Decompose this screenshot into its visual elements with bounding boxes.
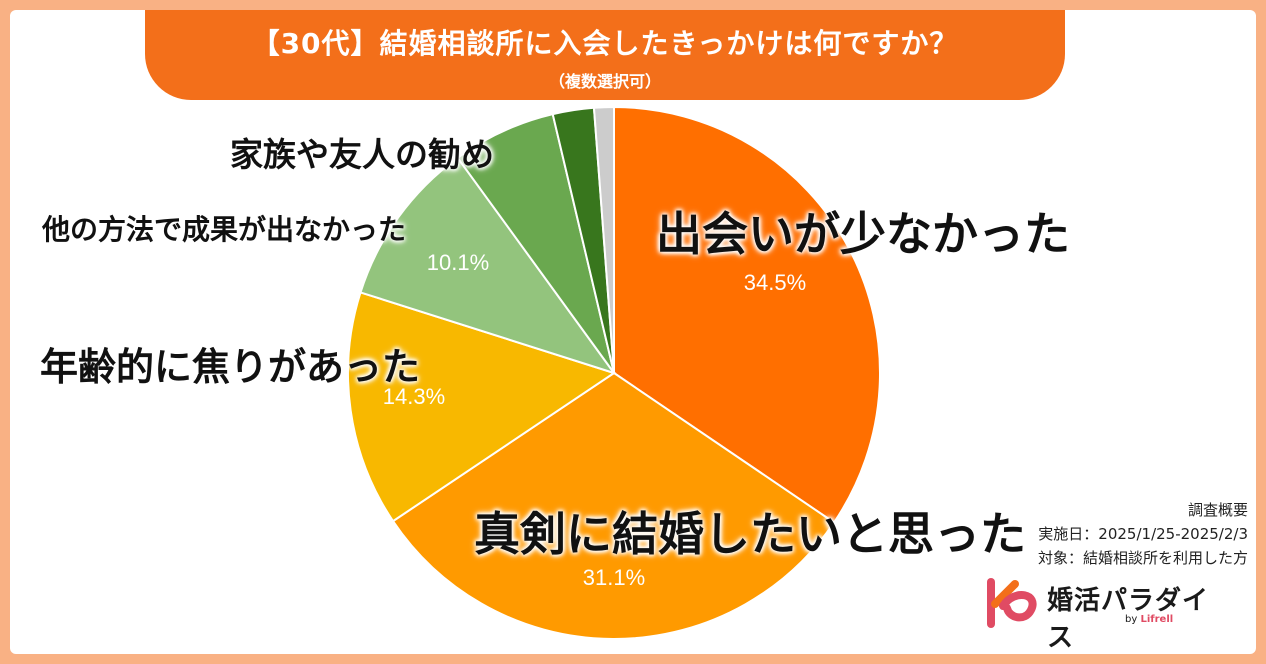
category-label-3: 他の方法で成果が出なかった <box>42 213 407 246</box>
survey-heading: 調査概要 <box>1187 501 1248 519</box>
category-label-2: 年齢的に焦りがあった <box>40 345 421 389</box>
logo-sub: by Lifrell <box>1125 614 1173 625</box>
data-label-2: 14.3% <box>383 384 445 409</box>
data-label-1: 31.1% <box>583 565 645 590</box>
pie-slice-1 <box>391 371 836 640</box>
data-label-0: 34.5% <box>744 270 806 295</box>
chart-subtitle: （複数選択可） <box>548 72 661 91</box>
category-label-0: 出会いが少なかった <box>656 207 1070 261</box>
pie-slice-3 <box>359 156 617 375</box>
survey-period: 実施日：2025/1/25-2025/2/3 <box>1038 525 1248 543</box>
category-label-1: 真剣に結婚したいと思った <box>474 507 1026 561</box>
logo-sub-brand: Lifrell <box>1140 614 1174 625</box>
logo-sub-prefix: by <box>1125 614 1138 625</box>
title-banner: 【30代】結婚相談所に入会したきっかけは何ですか？ （複数選択可） <box>145 10 1065 100</box>
pie-slice-6 <box>592 105 615 374</box>
data-label-3: 10.1% <box>427 250 489 275</box>
chart-title: 【30代】結婚相談所に入会したきっかけは何ですか？ <box>251 27 959 60</box>
pie-slice-2 <box>347 291 617 523</box>
brand-logo: 婚活パラダイス by Lifrell <box>985 578 1235 653</box>
survey-overview: 調査概要 実施日：2025/1/25-2025/2/3 対象：結婚相談所を利用し… <box>1038 498 1248 570</box>
category-label-4: 家族や友人の勧め <box>230 135 494 174</box>
survey-target: 対象：結婚相談所を利用した方 <box>1037 549 1248 567</box>
kp-logo-icon <box>987 578 1037 628</box>
logo-name: 婚活パラダイス <box>1047 586 1210 653</box>
pie-slice-0 <box>613 105 881 524</box>
